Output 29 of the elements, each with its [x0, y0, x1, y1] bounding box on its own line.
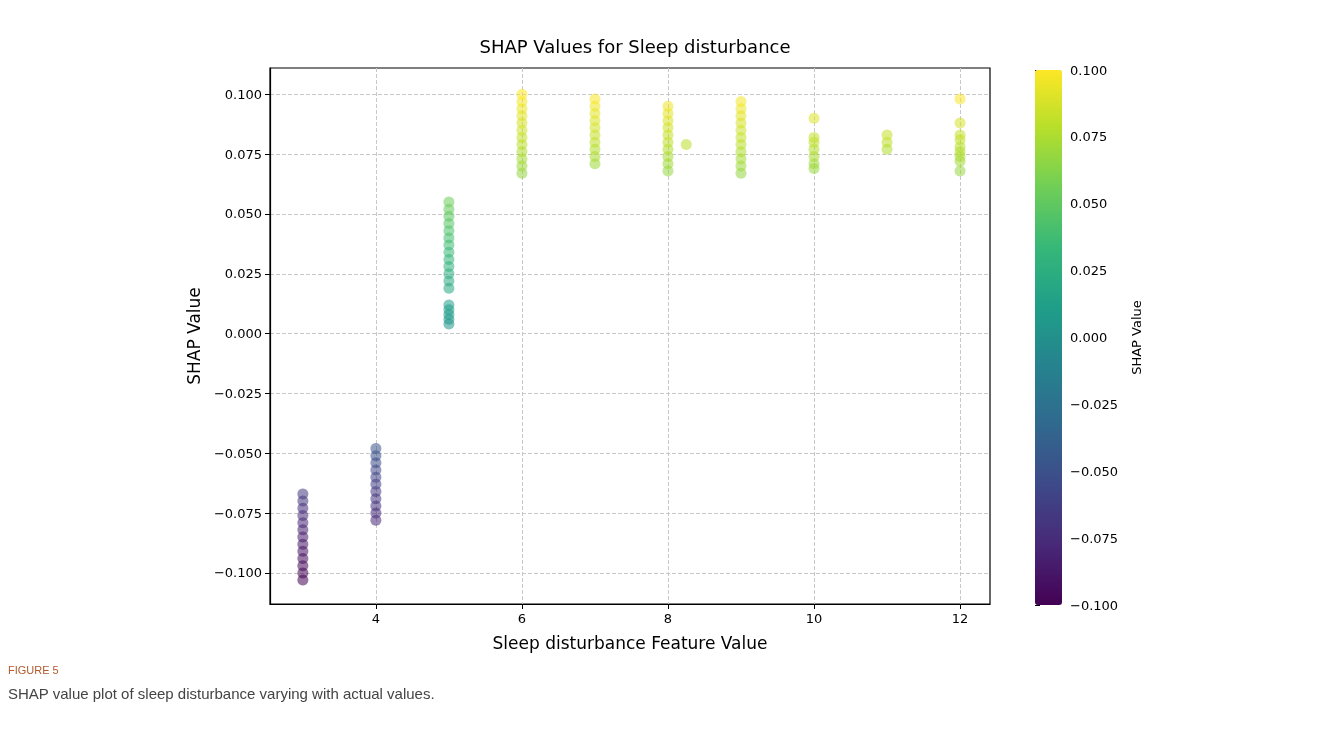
color-bar-label: 0.050: [1070, 196, 1108, 212]
y-tick-label: 0.000: [224, 326, 262, 342]
chart-title: SHAP Values for Sleep disturbance: [479, 35, 791, 57]
color-bar-title: SHAP Value: [1129, 300, 1144, 375]
x-tick-label: 12: [951, 611, 969, 626]
x-tick-label: 4: [371, 611, 381, 626]
color-bar-label: 0.025: [1070, 263, 1108, 279]
y-tick-label: 0.075: [224, 146, 262, 162]
x-tick-label: 8: [663, 611, 673, 626]
y-tick-label: −0.025: [213, 385, 262, 401]
color-bar-label: −0.100: [1070, 597, 1119, 613]
x-tick-label: 10: [805, 611, 823, 626]
y-axis-title: SHAP Value: [184, 287, 205, 385]
y-tick-label: −0.075: [213, 505, 262, 521]
color-bar-label: −0.075: [1070, 530, 1119, 546]
color-bar-label: −0.025: [1070, 396, 1119, 412]
color-bar-label: −0.050: [1070, 463, 1119, 479]
caption: FIGURE 5: [8, 663, 59, 676]
y-tick-label: −0.050: [213, 445, 262, 461]
x-axis-title: Sleep disturbance Feature Value: [492, 632, 768, 653]
color-bar-label: 0.075: [1070, 129, 1108, 145]
text: SHAP value plot of sleep disturbance varying with actual values.: [8, 685, 435, 702]
color-bar-label: 0.100: [1070, 62, 1108, 78]
y-tick-label: 0.100: [224, 86, 262, 102]
y-tick-label: −0.100: [213, 565, 262, 581]
color-bar-label: 0.000: [1070, 330, 1108, 345]
x-tick-label: 6: [517, 611, 527, 626]
y-tick-label: 0.050: [224, 206, 262, 222]
y-tick-label: 0.025: [224, 266, 262, 282]
